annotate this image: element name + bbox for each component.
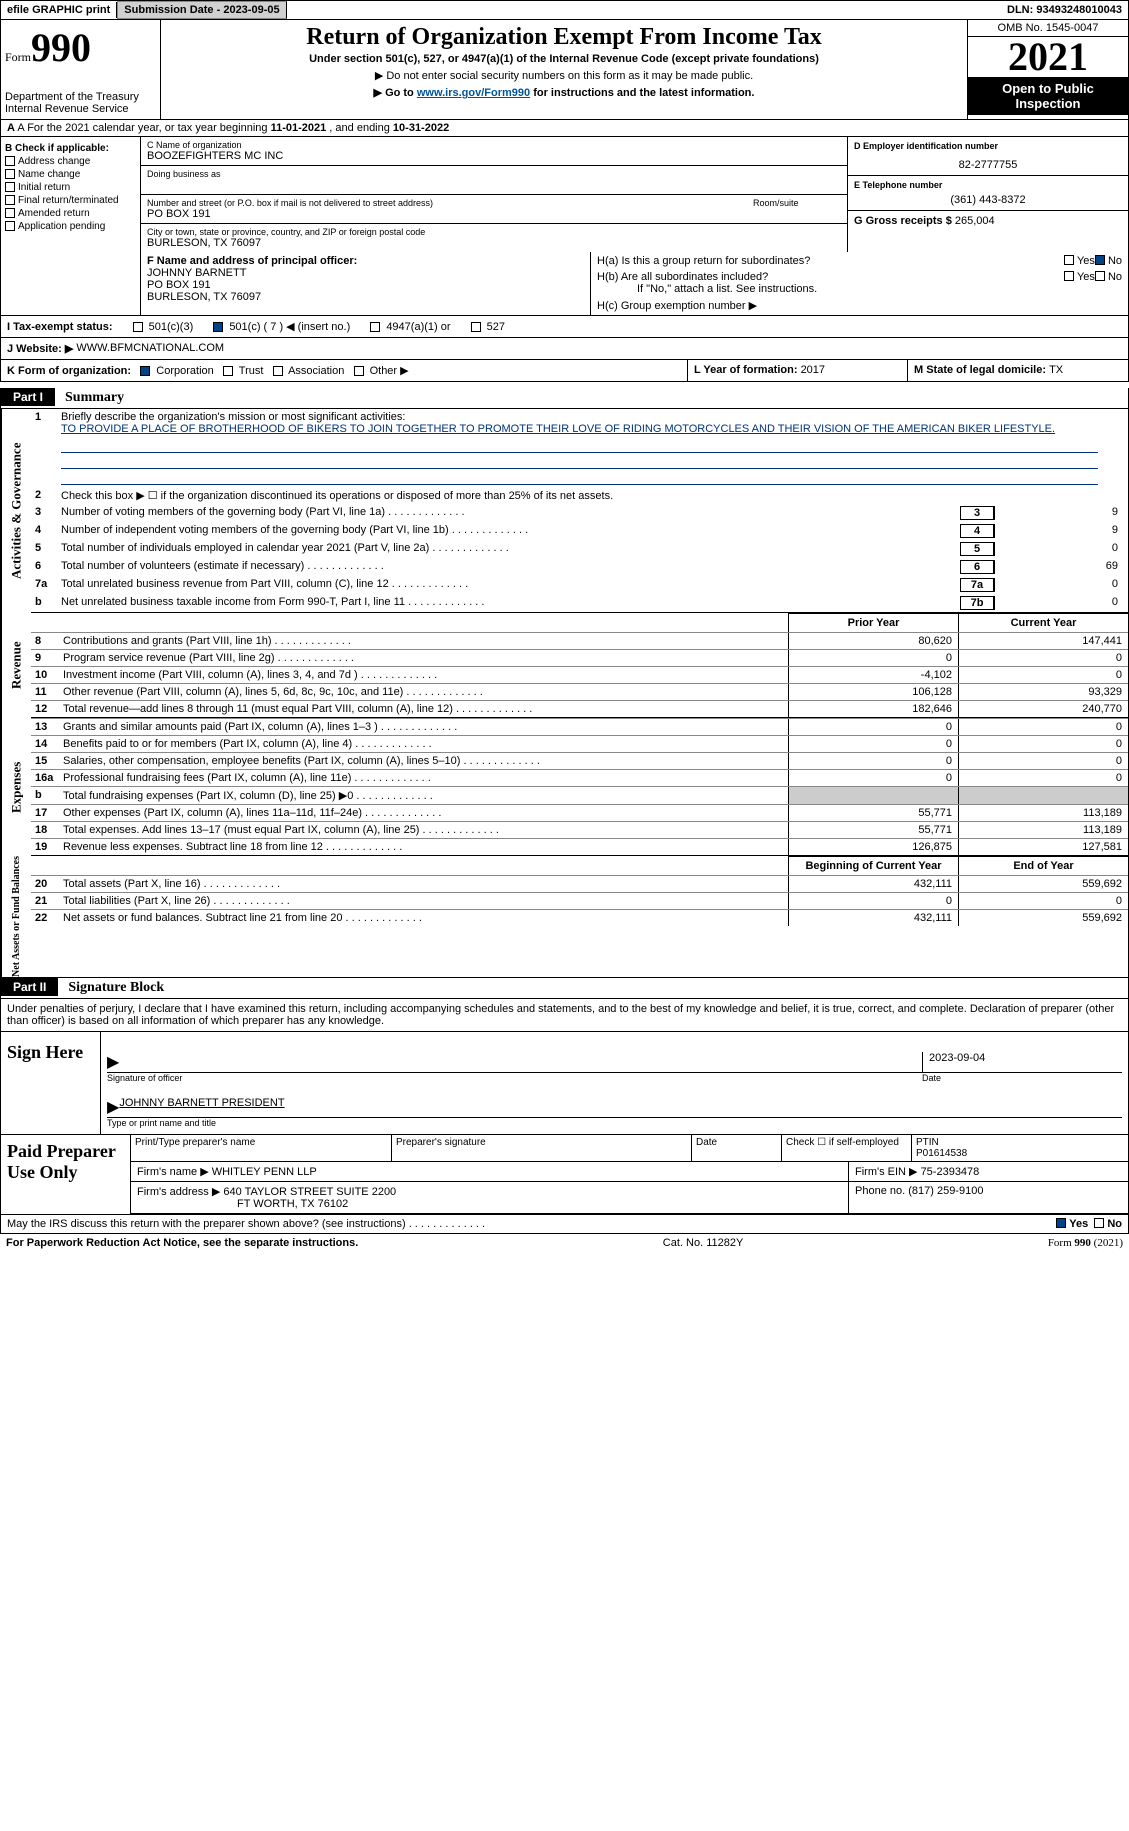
side-revenue: Revenue	[1, 613, 31, 718]
row-i-tax-status: I Tax-exempt status: 501(c)(3) 501(c) ( …	[0, 316, 1129, 338]
mission-text: TO PROVIDE A PLACE OF BROTHERHOOD OF BIK…	[61, 423, 1055, 435]
col-b-checkboxes: B Check if applicable: Address change Na…	[1, 137, 141, 252]
row-a-tax-year: A A For the 2021 calendar year, or tax y…	[0, 120, 1129, 137]
gross-receipts: 265,004	[955, 215, 995, 227]
city-state-zip: BURLESON, TX 76097	[147, 237, 841, 249]
signature-block: Under penalties of perjury, I declare th…	[0, 999, 1129, 1215]
may-discuss-row: May the IRS discuss this return with the…	[0, 1215, 1129, 1234]
paid-preparer-label: Paid Preparer Use Only	[1, 1135, 131, 1214]
row-f-h: F Name and address of principal officer:…	[0, 252, 1129, 316]
website: WWW.BFMCNATIONAL.COM	[76, 342, 224, 355]
summary-section: Activities & Governance 1Briefly describ…	[0, 409, 1129, 978]
form-subtitle: Under section 501(c), 527, or 4947(a)(1)…	[171, 53, 957, 65]
open-public: Open to Public Inspection	[968, 77, 1128, 115]
officer-sig-name: JOHNNY BARNETT PRESIDENT	[119, 1097, 284, 1117]
street: PO BOX 191	[147, 208, 741, 220]
tax-year: 2021	[968, 37, 1128, 77]
side-expenses: Expenses	[1, 718, 31, 856]
entity-block: B Check if applicable: Address change Na…	[0, 137, 1129, 252]
form-header: Form990 Department of the Treasury Inter…	[0, 20, 1129, 120]
form-label: Form	[5, 50, 31, 64]
firm-name: WHITLEY PENN LLP	[212, 1166, 317, 1178]
efile-label: efile GRAPHIC print	[1, 2, 117, 18]
dept-treasury: Department of the Treasury Internal Reve…	[5, 91, 156, 115]
dln: DLN: 93493248010043	[1001, 2, 1128, 18]
col-d-ein-phone: D Employer identification number82-27777…	[848, 137, 1128, 252]
firm-ein: 75-2393478	[921, 1166, 980, 1178]
submission-date-button[interactable]: Submission Date - 2023-09-05	[117, 1, 286, 19]
firm-phone: (817) 259-9100	[908, 1185, 983, 1197]
side-activities: Activities & Governance	[1, 409, 31, 613]
part-i-header: Part ISummary	[0, 388, 1129, 409]
ein: 82-2777755	[854, 159, 1122, 171]
page-footer: For Paperwork Reduction Act Notice, see …	[0, 1234, 1129, 1252]
ptin: P01614538	[916, 1148, 967, 1159]
irs-link[interactable]: www.irs.gov/Form990	[417, 87, 530, 99]
phone: (361) 443-8372	[854, 194, 1122, 206]
col-c-name-address: C Name of organizationBOOZEFIGHTERS MC I…	[141, 137, 848, 252]
side-netassets: Net Assets or Fund Balances	[1, 856, 31, 977]
row-j-website: J Website: ▶ WWW.BFMCNATIONAL.COM	[0, 338, 1129, 360]
top-bar: efile GRAPHIC print Submission Date - 20…	[0, 0, 1129, 20]
note-link: ▶ Go to www.irs.gov/Form990 for instruct…	[171, 86, 957, 99]
note-ssn: ▶ Do not enter social security numbers o…	[171, 69, 957, 82]
form-title: Return of Organization Exempt From Incom…	[171, 24, 957, 51]
officer-name: JOHNNY BARNETT	[147, 267, 584, 279]
form-number: 990	[31, 25, 91, 70]
part-ii-header: Part IISignature Block	[0, 978, 1129, 999]
row-k-l-m: K Form of organization: Corporation Trus…	[0, 360, 1129, 382]
sign-here-label: Sign Here	[1, 1032, 101, 1134]
org-name: BOOZEFIGHTERS MC INC	[147, 150, 841, 162]
